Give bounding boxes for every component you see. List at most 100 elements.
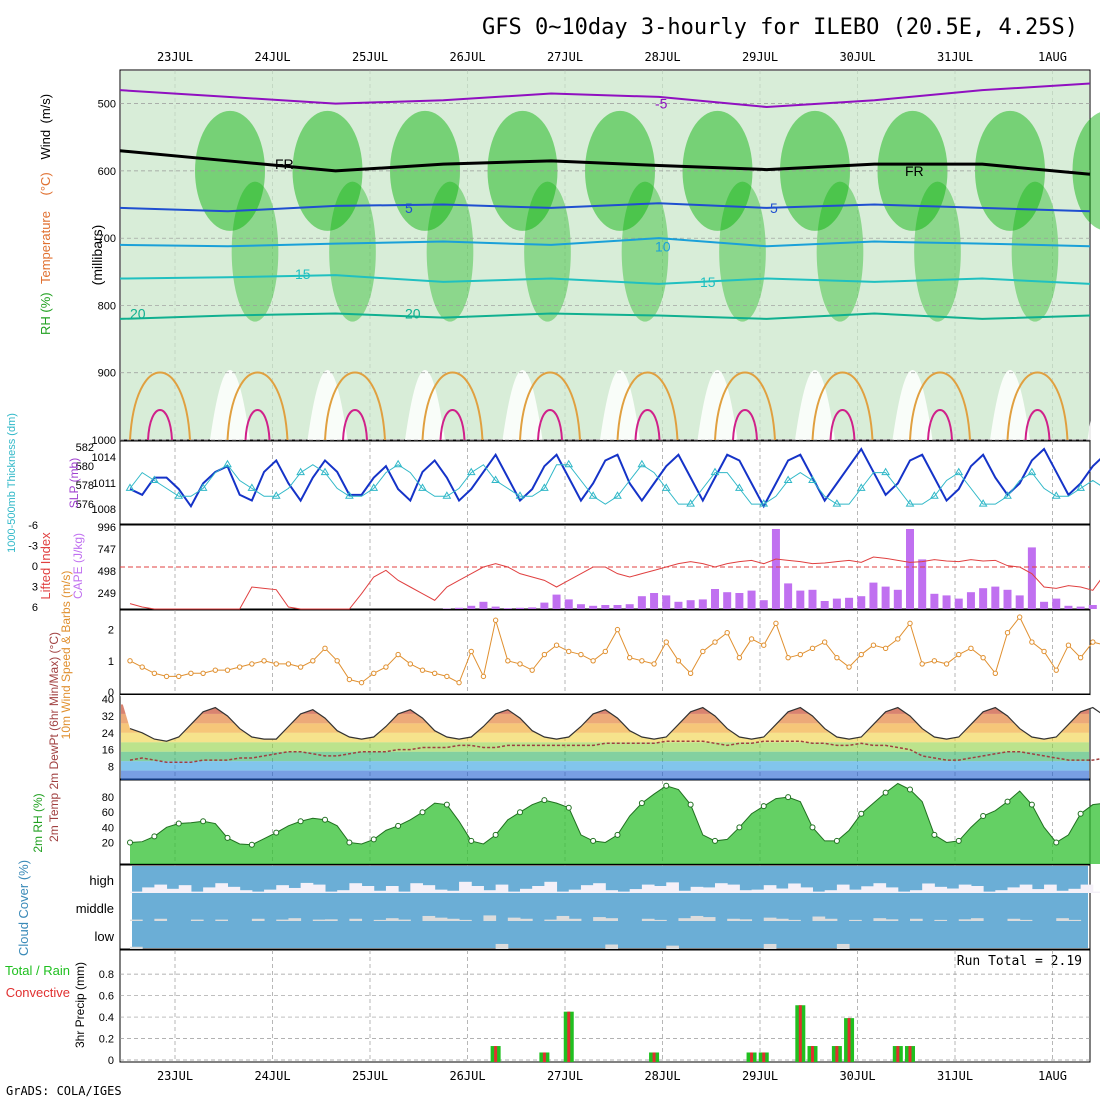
cloud-gap-middle <box>154 918 168 921</box>
isotherm-30 <box>634 409 661 441</box>
rh-marker <box>1077 810 1084 817</box>
thickness-marker <box>905 499 915 507</box>
precip-legend-convective: Convective <box>6 985 70 1000</box>
isotherm-5 <box>119 202 1091 213</box>
cloud-gap-high <box>775 888 789 893</box>
wind-speed-marker <box>163 673 170 680</box>
cape-bar <box>491 606 500 609</box>
cloud-gap-high <box>715 883 728 893</box>
rh-moist-region <box>524 181 571 322</box>
wind-speed-marker <box>1016 614 1023 620</box>
cloud-gap-high <box>410 883 423 893</box>
rh-tick-label: 40 <box>102 822 114 834</box>
wind-speed-marker <box>919 661 925 667</box>
cape-bar <box>979 588 988 609</box>
cloud-gap-middle <box>325 919 338 921</box>
cloud-gap-high <box>276 885 289 893</box>
cloud-gap-high <box>800 887 813 893</box>
rh-axis-label: 2m RH (%) <box>31 793 45 852</box>
wind-speed-marker <box>968 645 974 652</box>
precip-conv-bar <box>798 1005 802 1062</box>
cloud-gap-middle <box>288 918 302 921</box>
wind-speed-marker <box>907 620 913 627</box>
rh-marker <box>785 794 792 801</box>
wind-speed-marker <box>127 658 133 664</box>
cape-bar <box>991 586 1000 609</box>
cape-bar <box>1003 589 1012 609</box>
wind-speed-marker <box>371 670 377 676</box>
cloud-gap-high <box>361 886 375 893</box>
wind-speed-marker <box>1090 639 1096 645</box>
cloud-gap-high <box>836 884 850 893</box>
cloud-gap-low <box>666 945 679 949</box>
cape-bar <box>869 582 878 609</box>
cloud-tick-label: high <box>89 873 114 888</box>
cloud-gap-high <box>288 887 302 893</box>
cape-bar <box>479 601 488 609</box>
temp-line <box>129 706 1100 742</box>
temp-color-band <box>121 732 1089 743</box>
cape-bar <box>662 595 671 609</box>
cloud-gap-middle <box>739 919 753 921</box>
rh-marker <box>322 816 328 823</box>
rh-marker <box>882 789 889 796</box>
cloud-gap-high <box>702 887 716 893</box>
cloud-gap-high <box>300 882 314 893</box>
rh-marker <box>517 809 523 816</box>
wind-speed-marker <box>980 654 986 661</box>
cape-bar <box>784 583 793 609</box>
cloud-gap-high <box>130 891 143 893</box>
thickness-marker <box>271 491 281 499</box>
cloud-gap-middle <box>788 919 801 921</box>
cloud-gap-high <box>824 890 838 893</box>
rh-marker <box>907 786 913 793</box>
precip-conv-bar <box>896 1046 900 1062</box>
cape-bar <box>589 605 598 609</box>
wind-speed-marker <box>285 661 292 667</box>
cloud-gap-high <box>471 886 484 893</box>
wind-speed-marker <box>249 661 255 667</box>
isotherm-label: 10 <box>655 238 671 254</box>
rh-marker <box>395 822 402 829</box>
wind-speed-marker <box>639 658 645 664</box>
cloud-gap-high <box>739 890 753 893</box>
cape-bar <box>516 607 524 609</box>
isotherm-30 <box>1024 409 1051 441</box>
slp-tick-label: 1008 <box>92 504 116 516</box>
day-label-bottom: 1AUG <box>1038 1069 1067 1083</box>
cloud-gap-high <box>568 889 582 893</box>
wind-speed-marker <box>431 670 438 676</box>
cape-bar <box>747 590 756 609</box>
thickness-marker <box>418 483 427 491</box>
cape-bar <box>564 599 573 609</box>
cape-bar <box>966 592 975 609</box>
cape-bar <box>1088 605 1097 609</box>
cape-bar <box>942 595 951 609</box>
isotherm-label: 20 <box>130 306 146 322</box>
pressure-tick-label: 600 <box>98 166 116 178</box>
precip-conv-bar <box>494 1046 498 1062</box>
cloud-gap-high <box>166 888 180 893</box>
day-label-bottom: 26JUL <box>449 1069 485 1083</box>
cape-bar <box>918 559 927 609</box>
cloud-gap-middle <box>568 918 582 921</box>
thickness-marker <box>759 499 769 507</box>
rh-moist-region <box>329 181 376 322</box>
footer-credit: GrADS: COLA/IGES <box>6 1084 122 1098</box>
cape-bar <box>832 598 841 609</box>
cloud-gap-high <box>495 884 509 893</box>
cloud-gap-high <box>849 889 862 893</box>
cloud-gap-middle <box>824 918 838 921</box>
wind-speed-marker <box>492 617 499 623</box>
wind-speed-marker <box>517 661 523 667</box>
cape-bar <box>759 600 768 609</box>
upper-axis-label-part: RH (%) <box>38 292 53 335</box>
cape-bar <box>808 589 817 609</box>
isotherm-30 <box>244 409 271 441</box>
isotherm-30 <box>342 409 368 441</box>
rh-marker <box>638 800 645 807</box>
cloud-gap-high <box>446 890 460 893</box>
precip-axis-label: 3hr Precip (mm) <box>73 962 87 1048</box>
rh-marker <box>224 834 231 841</box>
cloud-gap-middle <box>190 919 204 921</box>
